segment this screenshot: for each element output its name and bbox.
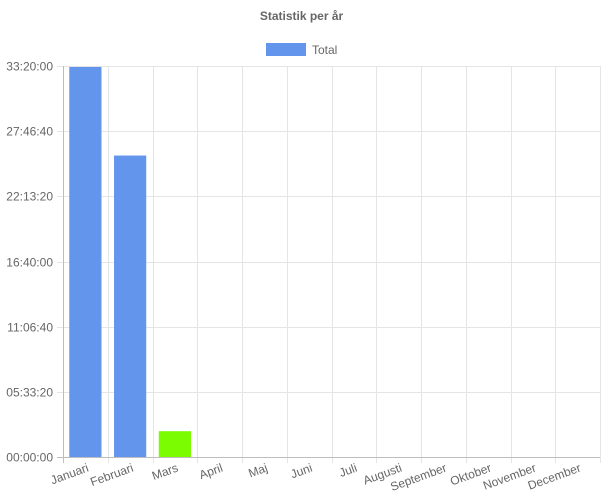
y-tick-label: 27:46:40 [6,125,53,139]
x-tick-label: Januari [49,461,91,488]
legend[interactable]: Total [266,43,337,57]
chart-title: Statistik per år [260,9,344,23]
legend-label-total[interactable]: Total [312,43,337,57]
x-tick-label: April [197,461,224,482]
x-tick-label: Juli [337,461,359,480]
y-tick-label: 16:40:00 [6,256,53,270]
y-axis-ticks: 00:00:00 05:33:20 11:06:40 16:40:00 22:13:20… [6,60,53,465]
y-tick-label: 00:00:00 [6,451,53,465]
x-tick-label: Februari [88,461,135,489]
y-tick-label: 05:33:20 [6,386,53,400]
axes [57,66,600,463]
x-tick-label: Maj [246,461,269,481]
bar-februari [114,155,147,457]
bar-januari [69,66,102,457]
bar-mars [158,431,191,457]
gridlines [57,66,601,463]
x-tick-label: Mars [150,461,180,483]
y-tick-label: 33:20:00 [6,60,53,74]
legend-swatch-total[interactable] [266,43,306,56]
y-tick-label: 11:06:40 [7,321,53,335]
y-tick-label: 22:13:20 [6,190,53,204]
x-tick-label: Juni [289,461,314,482]
bars [69,66,191,457]
